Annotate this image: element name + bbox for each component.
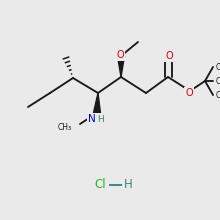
Polygon shape	[117, 56, 125, 77]
Text: CH₃: CH₃	[216, 92, 220, 101]
Text: H: H	[124, 178, 132, 191]
Text: N: N	[88, 114, 96, 124]
Text: O: O	[165, 51, 173, 61]
Text: O: O	[116, 50, 124, 60]
Text: H: H	[97, 114, 103, 123]
Text: Cl: Cl	[94, 178, 106, 191]
Text: CH₃: CH₃	[58, 123, 72, 132]
Text: CH₃: CH₃	[216, 62, 220, 72]
Polygon shape	[94, 93, 101, 113]
Text: CH₃: CH₃	[216, 77, 220, 86]
Text: O: O	[185, 88, 193, 98]
